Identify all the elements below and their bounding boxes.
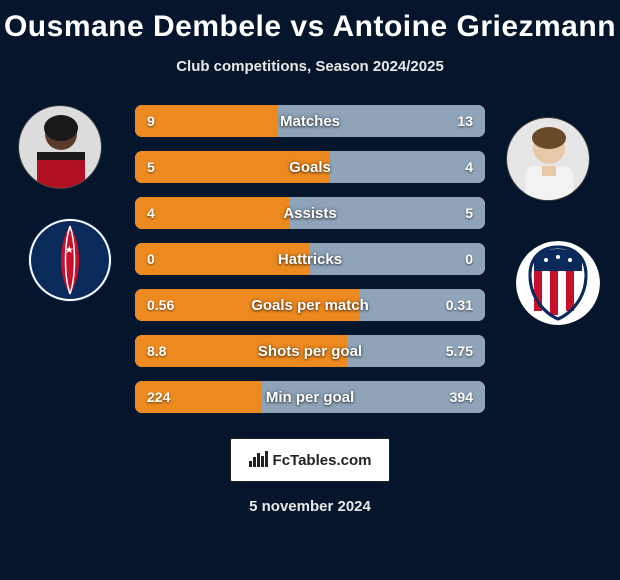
footer-date: 5 november 2024 — [0, 498, 620, 515]
player2-avatar — [506, 117, 590, 201]
stat-bars-container: 913Matches 54Goals 45Assists 00Hattricks 0.5… — [135, 105, 485, 427]
stat-label: Goals — [135, 151, 485, 183]
stat-label: Assists — [135, 197, 485, 229]
stat-label: Matches — [135, 105, 485, 137]
footer-brand-box: FcTables.com — [230, 438, 390, 482]
comparison-content: 913Matches 54Goals 45Assists 00Hattricks 0.5… — [0, 105, 620, 425]
player1-avatar — [18, 105, 102, 189]
stat-label: Shots per goal — [135, 335, 485, 367]
footer-brand-text: FcTables.com — [273, 452, 372, 469]
stat-row: 45Assists — [135, 197, 485, 229]
stat-row: 913Matches — [135, 105, 485, 137]
comparison-subtitle: Club competitions, Season 2024/2025 — [0, 58, 620, 75]
player1-club-logo — [28, 218, 112, 302]
stat-row: 0.560.31Goals per match — [135, 289, 485, 321]
stat-row: 54Goals — [135, 151, 485, 183]
stat-row: 00Hattricks — [135, 243, 485, 275]
comparison-title: Ousmane Dembele vs Antoine Griezmann — [0, 0, 620, 44]
stat-label: Goals per match — [135, 289, 485, 321]
stat-label: Min per goal — [135, 381, 485, 413]
footer-brand-icon — [249, 449, 269, 471]
stat-row: 224394Min per goal — [135, 381, 485, 413]
stat-row: 8.85.75Shots per goal — [135, 335, 485, 367]
player2-club-logo — [516, 241, 600, 325]
stat-label: Hattricks — [135, 243, 485, 275]
